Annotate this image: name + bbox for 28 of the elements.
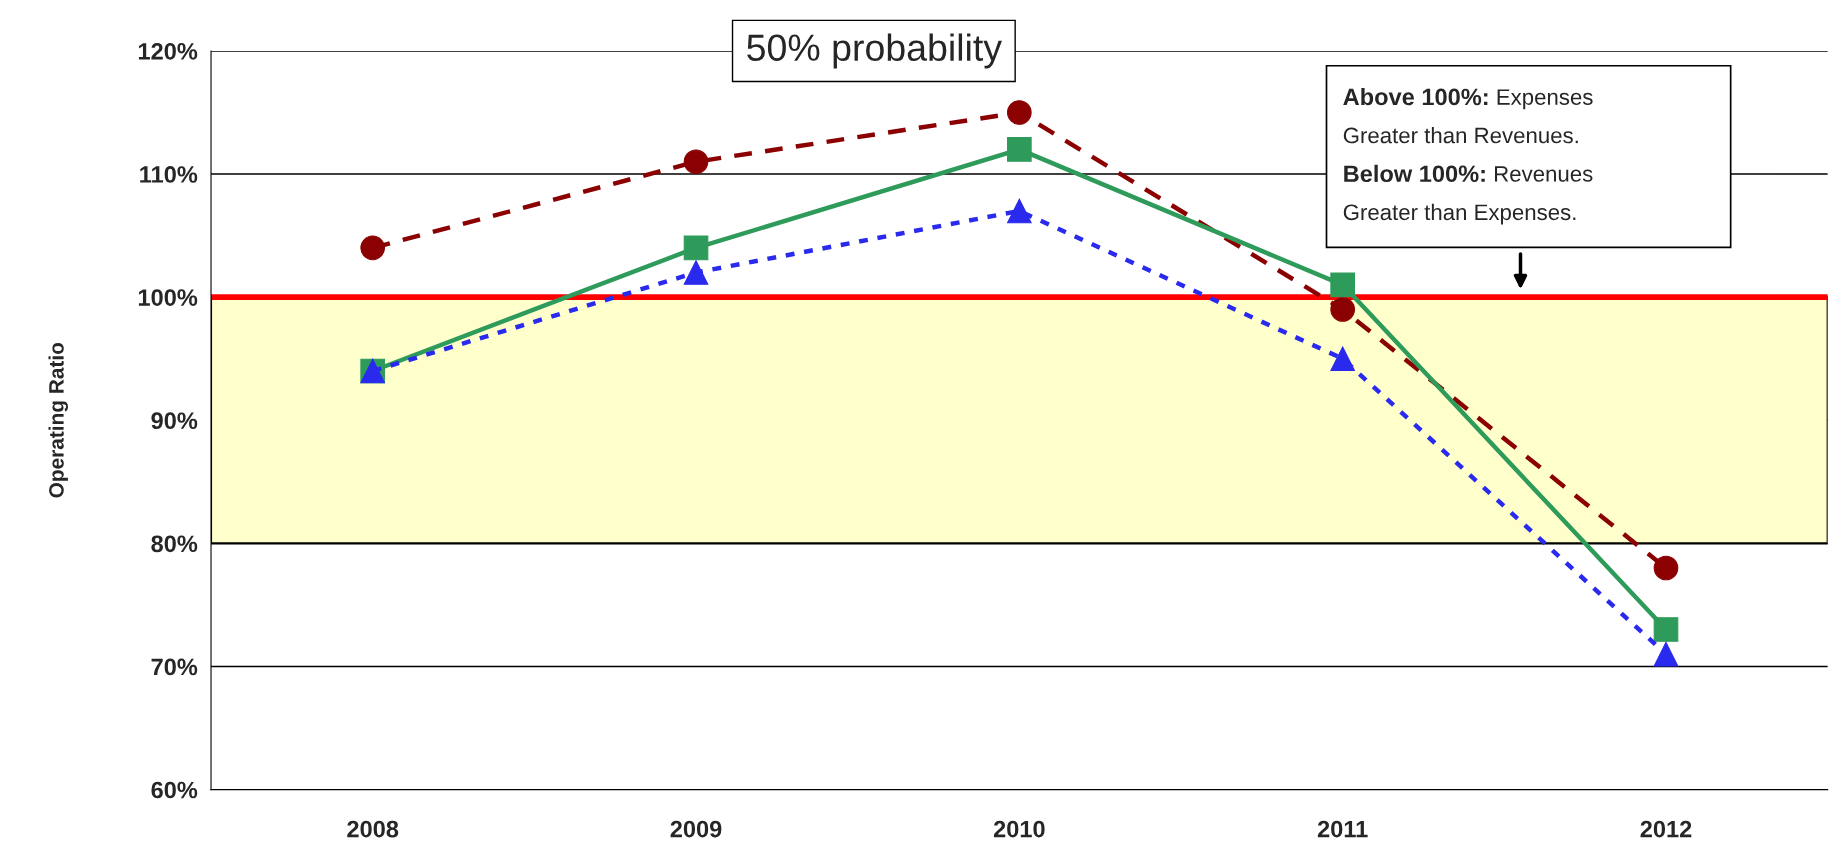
point [1007, 198, 1032, 224]
point [1007, 137, 1032, 162]
point [1330, 346, 1355, 372]
y-tick-label: 110% [140, 166, 198, 183]
x-tick-label: 2009 [670, 820, 722, 838]
annotation: Above 100%: Expenses Greater than Revenues. Below 100%: Revenues Greater than Expenses. [1343, 87, 1593, 225]
point [683, 235, 709, 261]
y-tick-label: 80% [151, 535, 198, 553]
point [360, 235, 386, 261]
y-tick-label: 90% [151, 412, 198, 430]
point [1653, 617, 1679, 642]
point [1330, 272, 1355, 298]
y-tick-label: 100% [138, 289, 198, 306]
point [1007, 100, 1032, 125]
point [1653, 641, 1679, 667]
point [1653, 555, 1679, 581]
point [1330, 297, 1355, 322]
point [683, 260, 709, 285]
x-tick-label: 2012 [1640, 820, 1692, 838]
y-tick-label: 70% [151, 658, 198, 676]
x-tick-label: 2011 [1317, 820, 1368, 838]
annotation: 50% probability [747, 33, 1002, 69]
x-tick-label: 2008 [347, 820, 399, 838]
y-tick-label: 120% [138, 43, 198, 60]
y-tick-label: 60% [151, 781, 198, 799]
point [683, 149, 709, 175]
y-axis-title: Operating Ratio [48, 342, 68, 498]
x-tick-label: 2010 [993, 820, 1045, 838]
